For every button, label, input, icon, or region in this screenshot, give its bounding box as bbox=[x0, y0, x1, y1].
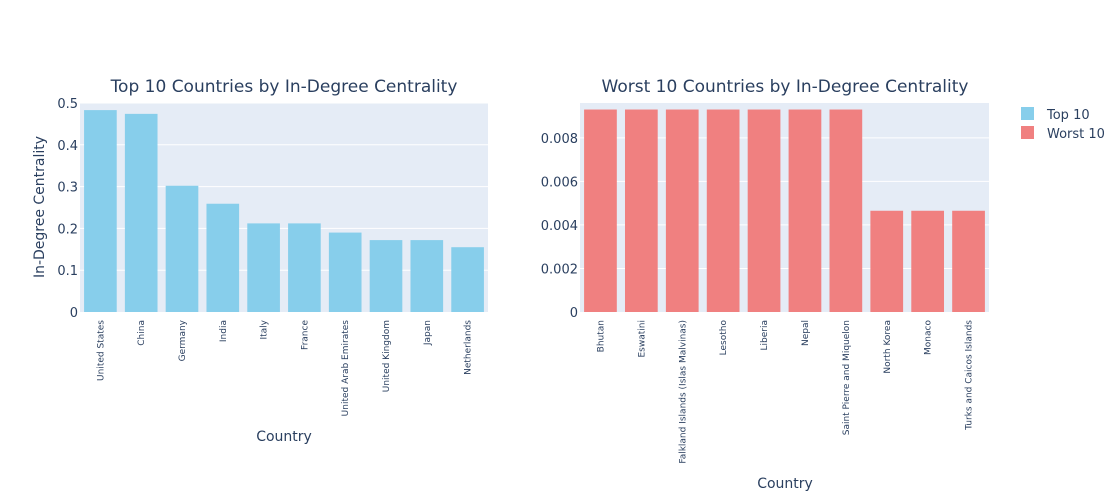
x-tick-label: Falkland Islands (Islas Malvinas) bbox=[678, 320, 688, 464]
legend-item-top-10[interactable]: Top 10 bbox=[1021, 107, 1090, 123]
y-tick-label: 0 bbox=[570, 306, 578, 321]
bar-united-arab-emirates[interactable] bbox=[328, 232, 362, 312]
bar-germany[interactable] bbox=[165, 185, 199, 312]
x-tick-label: Netherlands bbox=[464, 320, 474, 375]
x-tick-label: Japan bbox=[423, 320, 433, 346]
top-10-chart: 0 0.1 0.2 0.3 0.4 0.5 United States China Germa… bbox=[32, 77, 488, 445]
bar-united-states[interactable] bbox=[84, 110, 117, 312]
bar-falkland-islands-islas-malvinas[interactable] bbox=[665, 109, 699, 312]
worst-10-chart: 0 0.002 0.004 0.006 0.008 Bhutan Eswatini Falk… bbox=[541, 77, 989, 492]
x-tick-label: United Arab Emirates bbox=[341, 320, 351, 417]
x-axis-title: Country bbox=[757, 476, 813, 492]
y-tick-label: 0 bbox=[70, 306, 78, 321]
bar-lesotho[interactable] bbox=[706, 109, 740, 312]
bar-china[interactable] bbox=[124, 113, 158, 312]
x-tick-label: Germany bbox=[178, 319, 188, 361]
x-tick-label: United Kingdom bbox=[382, 320, 392, 392]
bar-eswatini[interactable] bbox=[624, 109, 658, 312]
y-tick-label: 0.004 bbox=[541, 219, 578, 234]
x-tick-label: France bbox=[300, 320, 310, 350]
x-tick-label: United States bbox=[96, 320, 106, 381]
legend-swatch bbox=[1021, 107, 1034, 120]
x-tick-label: China bbox=[137, 320, 147, 346]
x-axis-title: Country bbox=[256, 429, 312, 445]
x-tick-label: India bbox=[219, 320, 229, 342]
x-tick-label: Nepal bbox=[801, 320, 811, 346]
x-tick-label: Italy bbox=[260, 319, 270, 339]
x-tick-label: North Korea bbox=[883, 320, 893, 374]
y-tick-label: 0.008 bbox=[541, 132, 578, 147]
y-axis-title: In-Degree Centrality bbox=[32, 136, 48, 278]
legend-item-worst-10[interactable]: Worst 10 bbox=[1021, 126, 1105, 142]
bar-italy[interactable] bbox=[247, 223, 280, 312]
x-tick-label: Saint Pierre and Miquelon bbox=[842, 320, 852, 435]
bar-india[interactable] bbox=[206, 203, 240, 312]
y-tick-label: 0.1 bbox=[57, 264, 78, 279]
x-tick-label: Turks and Caicos Islands bbox=[965, 320, 975, 431]
chart-title: Worst 10 Countries by In-Degree Centrali… bbox=[602, 77, 969, 97]
y-tick-label: 0.002 bbox=[541, 262, 578, 277]
legend-label: Top 10 bbox=[1046, 108, 1090, 123]
x-tick-label: Lesotho bbox=[719, 320, 729, 356]
bar-nepal[interactable] bbox=[788, 109, 822, 312]
bar-france[interactable] bbox=[288, 223, 321, 312]
bar-turks-and-caicos-islands[interactable] bbox=[952, 210, 985, 312]
legend-swatch bbox=[1021, 126, 1034, 139]
legend: Top 10 Worst 10 bbox=[1021, 107, 1105, 142]
x-tick-label: Eswatini bbox=[637, 320, 647, 358]
y-tick-label: 0.5 bbox=[57, 97, 78, 112]
bar-netherlands[interactable] bbox=[451, 247, 484, 312]
bar-united-kingdom[interactable] bbox=[369, 240, 403, 312]
bar-liberia[interactable] bbox=[747, 109, 781, 312]
bar-north-korea[interactable] bbox=[870, 210, 904, 312]
x-tick-label: Bhutan bbox=[596, 320, 606, 352]
y-tick-label: 0.006 bbox=[541, 175, 578, 190]
bar-saint-pierre-and-miquelon[interactable] bbox=[829, 109, 863, 312]
x-tick-label: Liberia bbox=[760, 320, 770, 350]
y-tick-label: 0.4 bbox=[57, 139, 78, 154]
x-tick-label: Monaco bbox=[924, 320, 934, 355]
legend-label: Worst 10 bbox=[1047, 127, 1105, 142]
bar-bhutan[interactable] bbox=[584, 109, 617, 312]
bar-japan[interactable] bbox=[410, 240, 444, 312]
bar-monaco[interactable] bbox=[911, 210, 945, 312]
y-tick-label: 0.3 bbox=[57, 181, 78, 196]
y-tick-label: 0.2 bbox=[57, 222, 78, 237]
chart-title: Top 10 Countries by In-Degree Centrality bbox=[110, 77, 458, 97]
